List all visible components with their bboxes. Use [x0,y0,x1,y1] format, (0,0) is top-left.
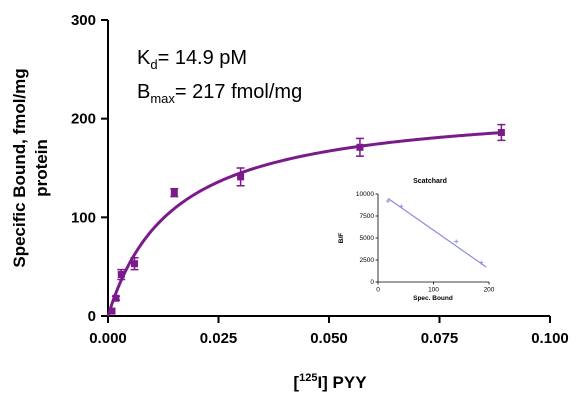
inset-line-layer [387,197,487,268]
fit-curve [106,131,502,317]
data-point [112,294,120,302]
y-tick-label: 0 [88,308,96,325]
inset-y-tick-label: 10000 [356,191,374,198]
inset-x-tick-label: 100 [428,287,439,294]
x-tick-label: 0.025 [200,330,238,347]
x-ticks: 0.000 0.025 0.050 0.075 0.100 [89,316,569,347]
y-axis-title-line1: Specific Bound, fmol/mg [10,68,29,267]
y-tick-label: 300 [71,12,96,29]
data-point [131,260,139,268]
fit-curve-layer [106,131,502,317]
data-points-layer [108,123,506,315]
inset-y-tick-label: 7500 [360,213,375,220]
inset-x-title: Spec. Bound [413,295,453,302]
inset-y-tick-label: 0 [370,279,374,286]
inset-points-layer [385,199,484,265]
inset-x-tick-label: 200 [484,287,495,294]
x-axis-title: [125I] PYY [293,372,367,392]
inset-y-title: B/F [338,233,345,244]
y-tick-label: 200 [71,111,96,128]
data-point [237,173,245,181]
inset-y-tick-label: 5000 [360,235,375,242]
inset-title: Scatchard [413,178,447,185]
inset-y-tick-label: 2500 [360,257,375,264]
data-point [108,307,116,315]
bmax-annotation: Bmax= 217 fmol/mg [137,81,302,106]
data-point [356,143,364,151]
x-tick-label: 0.075 [421,330,459,347]
y-ticks: 0 100 200 300 [71,12,108,325]
y-tick-label: 100 [71,209,96,226]
inset-regression-line [387,197,487,268]
data-point [497,128,505,136]
inset-y-ticks: 0 2500 5000 7500 10000 [356,191,378,286]
y-axis-title: Specific Bound, fmol/mg protein [10,68,51,267]
x-tick-label: 0.050 [310,330,348,347]
x-tick-label: 0.000 [89,330,127,347]
kd-annotation: Kd= 14.9 pM [137,47,247,72]
data-point [117,271,125,279]
inset-x-tick-label: 0 [376,287,380,294]
y-axis-title-line2: protein [32,139,51,197]
data-point [170,189,178,197]
inset-x-ticks: 0 100 200 [376,282,495,294]
x-tick-label: 0.100 [531,330,569,347]
scatchard-inset: Scatchard 0 100 200 0 2500 5000 7500 10000 Spe… [338,178,495,302]
